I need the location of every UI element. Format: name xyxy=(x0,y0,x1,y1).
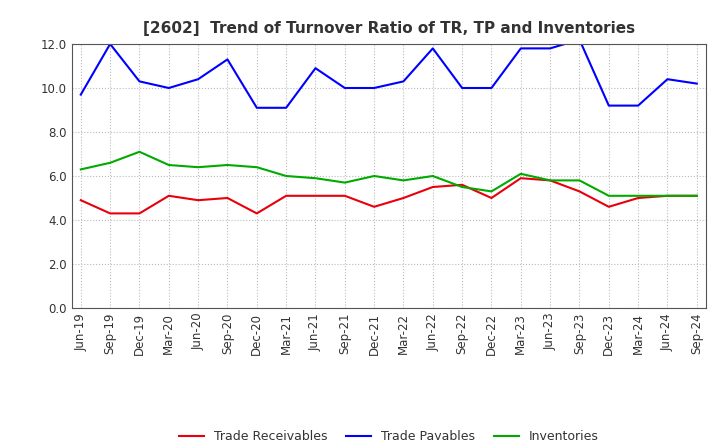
Trade Receivables xyxy=(253,211,261,216)
Trade Payables xyxy=(487,85,496,91)
Trade Payables xyxy=(370,85,379,91)
Line: Trade Payables: Trade Payables xyxy=(81,40,697,108)
Inventories xyxy=(605,193,613,198)
Inventories xyxy=(164,162,173,168)
Trade Receivables xyxy=(311,193,320,198)
Trade Payables xyxy=(223,57,232,62)
Inventories xyxy=(106,160,114,165)
Trade Receivables xyxy=(428,184,437,190)
Trade Payables xyxy=(399,79,408,84)
Trade Payables xyxy=(135,79,144,84)
Trade Receivables xyxy=(223,195,232,201)
Trade Payables xyxy=(194,77,202,82)
Inventories xyxy=(487,189,496,194)
Trade Payables xyxy=(341,85,349,91)
Trade Receivables xyxy=(693,193,701,198)
Inventories xyxy=(546,178,554,183)
Trade Payables xyxy=(605,103,613,108)
Trade Payables xyxy=(458,85,467,91)
Inventories xyxy=(311,176,320,181)
Trade Payables xyxy=(663,77,672,82)
Trade Payables xyxy=(282,105,290,110)
Inventories xyxy=(253,165,261,170)
Line: Inventories: Inventories xyxy=(81,152,697,196)
Trade Receivables xyxy=(575,189,584,194)
Trade Receivables xyxy=(634,195,642,201)
Trade Receivables xyxy=(458,182,467,187)
Trade Receivables xyxy=(282,193,290,198)
Trade Receivables xyxy=(76,198,85,203)
Inventories xyxy=(634,193,642,198)
Inventories xyxy=(458,184,467,190)
Title: [2602]  Trend of Turnover Ratio of TR, TP and Inventories: [2602] Trend of Turnover Ratio of TR, TP… xyxy=(143,21,635,36)
Trade Payables xyxy=(253,105,261,110)
Inventories xyxy=(341,180,349,185)
Inventories xyxy=(516,171,525,176)
Inventories xyxy=(575,178,584,183)
Line: Trade Receivables: Trade Receivables xyxy=(81,178,697,213)
Trade Payables xyxy=(164,85,173,91)
Trade Payables xyxy=(546,46,554,51)
Legend: Trade Receivables, Trade Payables, Inventories: Trade Receivables, Trade Payables, Inven… xyxy=(174,425,604,440)
Inventories xyxy=(428,173,437,179)
Inventories xyxy=(223,162,232,168)
Trade Payables xyxy=(311,66,320,71)
Trade Payables xyxy=(106,41,114,47)
Inventories xyxy=(399,178,408,183)
Inventories xyxy=(663,193,672,198)
Trade Receivables xyxy=(605,204,613,209)
Trade Receivables xyxy=(135,211,144,216)
Trade Receivables xyxy=(399,195,408,201)
Trade Payables xyxy=(634,103,642,108)
Trade Receivables xyxy=(546,178,554,183)
Trade Payables xyxy=(693,81,701,86)
Trade Receivables xyxy=(194,198,202,203)
Trade Receivables xyxy=(487,195,496,201)
Trade Receivables xyxy=(106,211,114,216)
Trade Receivables xyxy=(663,193,672,198)
Inventories xyxy=(370,173,379,179)
Inventories xyxy=(693,193,701,198)
Trade Payables xyxy=(76,92,85,97)
Inventories xyxy=(282,173,290,179)
Inventories xyxy=(76,167,85,172)
Inventories xyxy=(194,165,202,170)
Inventories xyxy=(135,149,144,154)
Trade Receivables xyxy=(341,193,349,198)
Trade Payables xyxy=(575,37,584,42)
Trade Payables xyxy=(428,46,437,51)
Trade Payables xyxy=(516,46,525,51)
Trade Receivables xyxy=(516,176,525,181)
Trade Receivables xyxy=(164,193,173,198)
Trade Receivables xyxy=(370,204,379,209)
